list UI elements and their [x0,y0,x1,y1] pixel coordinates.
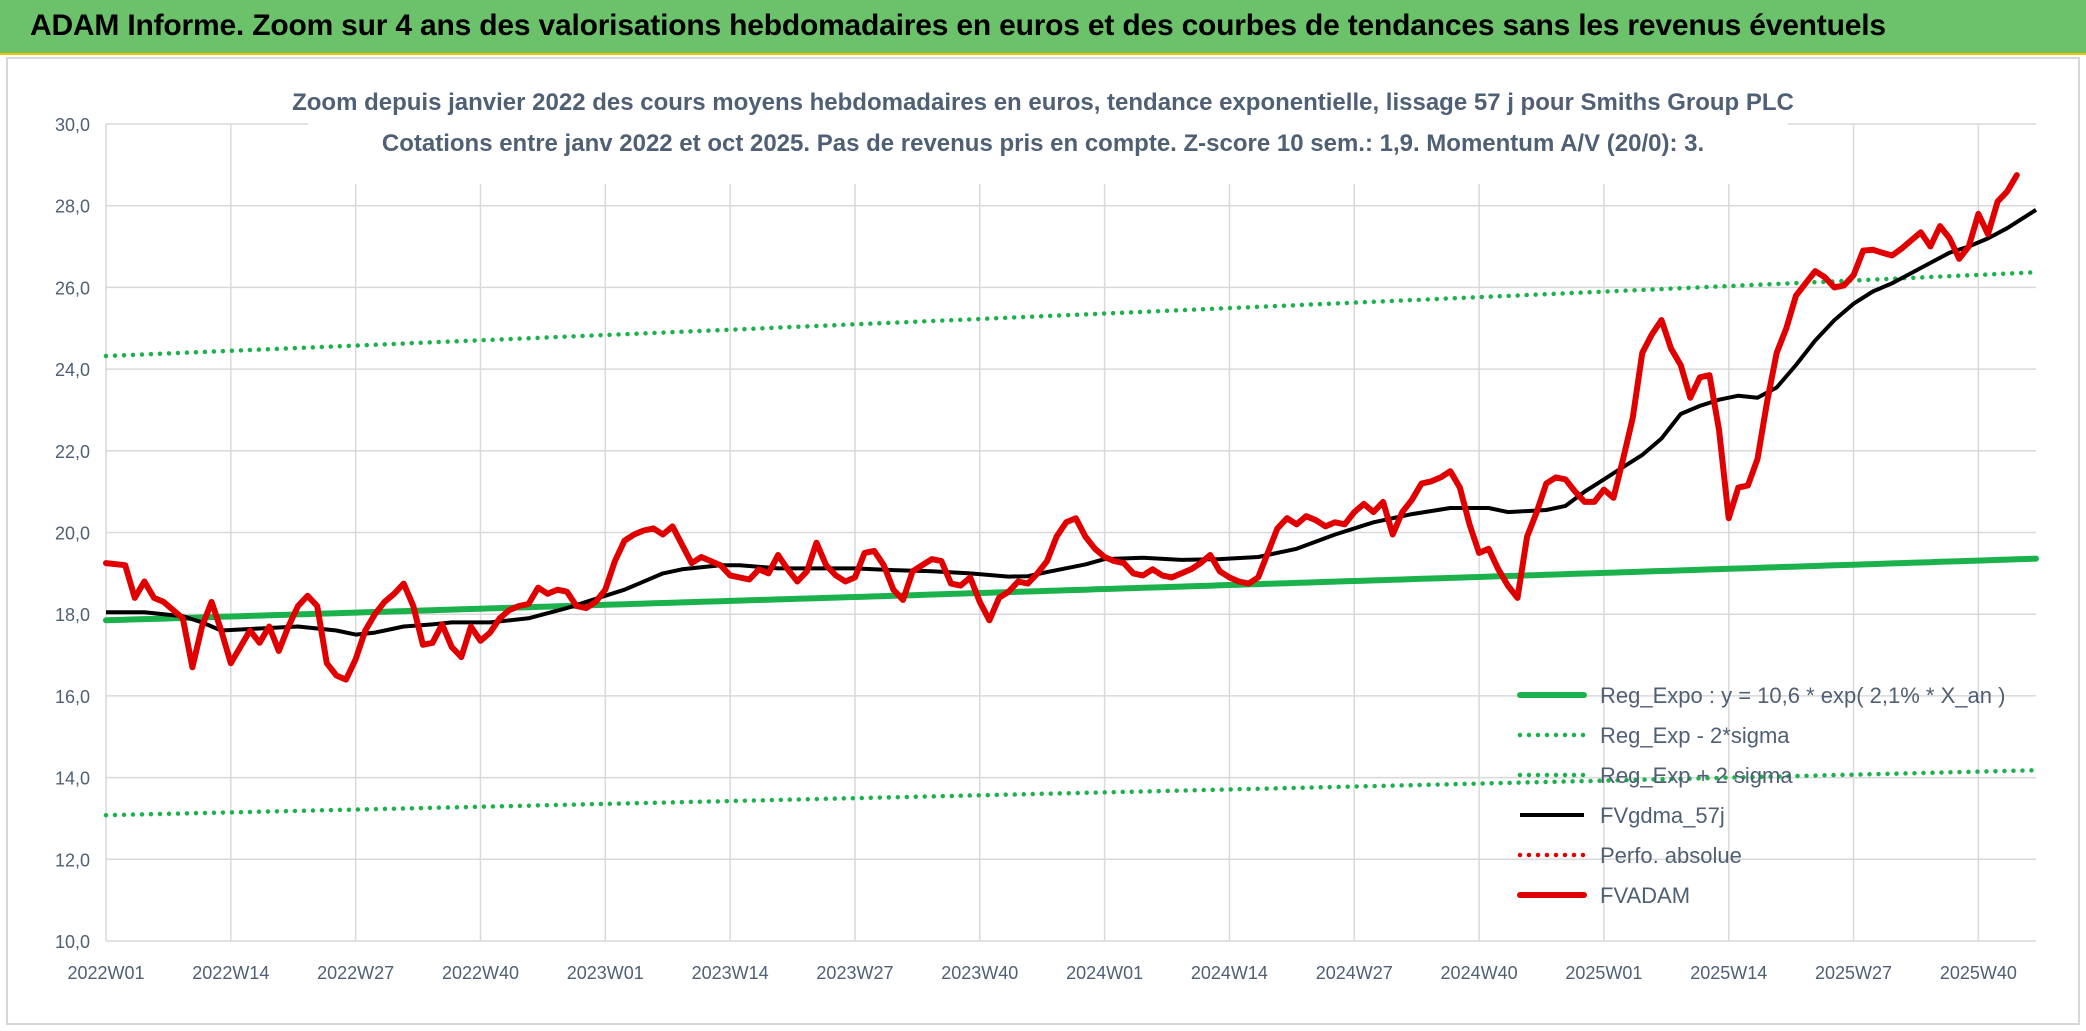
chart-subtitle: Cotations entre janv 2022 et oct 2025. P… [382,130,1704,157]
x-tick-label: 2025W27 [1815,963,1892,983]
chart-title: Zoom depuis janvier 2022 des cours moyen… [292,89,1794,116]
x-tick-label: 2025W01 [1565,963,1642,983]
series-line-reg-expo-y-10-6-exp-2-1-x-an [103,555,2039,624]
x-tick-label: 2023W01 [567,963,644,983]
x-tick-label: 2024W14 [1191,963,1268,983]
x-tick-label: 2023W27 [816,963,893,983]
x-tick-label: 2024W40 [1441,963,1518,983]
report-header: ADAM Informe. Zoom sur 4 ans des valoris… [0,0,2086,55]
x-tick-label: 2024W27 [1316,963,1393,983]
y-tick-label: 22,0 [55,442,90,462]
x-tick-label: 2022W14 [192,963,269,983]
y-tick-label: 14,0 [55,769,90,789]
y-tick-label: 28,0 [55,197,90,217]
x-tick-label: 2024W01 [1066,963,1143,983]
report-title: ADAM Informe. Zoom sur 4 ans des valoris… [30,9,1886,42]
legend-label: FVADAM [1600,883,1690,908]
chart-grid [105,123,2036,942]
series-lines [103,172,2039,818]
y-tick-label: 30,0 [55,115,90,135]
y-tick-label: 12,0 [55,850,90,870]
legend-label: Reg_Exp + 2 sigma [1600,763,1793,788]
title-background [308,79,1788,184]
x-tick-label: 2023W14 [692,963,769,983]
x-axis-tick-labels: 2022W01 2022W14 2022W27 2022W40 2023W01 2023W… [67,963,2016,983]
y-tick-label: 20,0 [55,524,90,544]
series-line-fvgdma-57j [106,208,2038,637]
x-tick-label: 2022W27 [317,963,394,983]
x-tick-label: 2022W40 [442,963,519,983]
x-tick-label: 2023W40 [941,963,1018,983]
x-tick-label: 2022W01 [67,963,144,983]
y-tick-label: 10,0 [55,932,90,952]
series-line-reg-exp-2-sigma [103,767,2039,818]
chart-legend: Reg_Expo : y = 10,6 * exp( 2,1% * X_an )… [1517,683,2005,908]
series-line-fvadam [103,172,2020,683]
y-tick-label: 26,0 [55,278,90,298]
legend-label: Reg_Expo : y = 10,6 * exp( 2,1% * X_an ) [1600,683,2005,708]
line-chart: 10,0 12,0 14,0 16,0 18,0 20,0 22,0 24,0 26,0 28,0… [55,79,2039,983]
y-axis-tick-labels: 10,0 12,0 14,0 16,0 18,0 20,0 22,0 24,0 26,0 28,0… [55,115,90,952]
legend-label: Reg_Exp - 2*sigma [1600,723,1790,748]
legend-label: Perfo. absolue [1600,843,1742,868]
y-tick-label: 16,0 [55,687,90,707]
series-line-reg-exp-2-sigma [103,270,2039,359]
x-tick-label: 2025W14 [1690,963,1767,983]
chart-frame: 10,0 12,0 14,0 16,0 18,0 20,0 22,0 24,0 26,0 28,0… [6,57,2080,1025]
legend-label: FVgdma_57j [1600,803,1725,828]
x-tick-label: 2025W40 [1940,963,2017,983]
y-tick-label: 24,0 [55,360,90,380]
y-tick-label: 18,0 [55,605,90,625]
